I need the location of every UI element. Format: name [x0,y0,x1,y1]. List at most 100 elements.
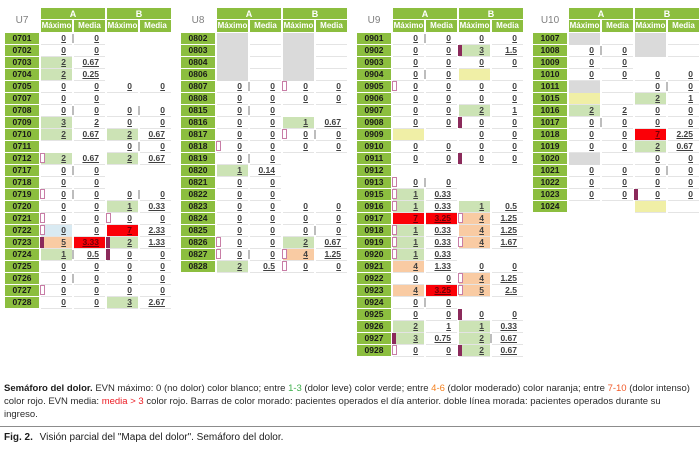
subheader-max: Máximo [41,20,72,33]
cell-a-max: 0 [217,81,250,93]
cell-value: 0 [270,81,275,91]
cell-value: 0.67 [82,153,99,163]
cell-a-media-empty [602,201,633,213]
cell-a-media: 0.5 [74,249,105,261]
cell-b-max-empty [283,177,314,189]
cell-a-media: 0 [74,105,105,117]
cell-a-media: 0 [74,225,105,237]
cell-value: 0 [655,69,660,79]
cell-value: 0.14 [258,165,275,175]
cell-b-max: 0 [283,141,314,153]
cell-value: 0.67 [324,237,341,247]
cell-value: 4 [479,225,484,235]
row-label: 0926 [357,321,391,333]
cell-a-max [217,45,248,57]
cell-value: 0 [237,237,242,247]
cell-a-media: 0 [250,141,281,153]
cell-a-media: 0 [426,45,457,57]
cell-b-media: 0 [140,261,171,273]
cell-b-max-empty [107,177,138,189]
row-label: 0802 [181,33,215,45]
cell-value: 0 [512,117,517,127]
cell-b-max-empty [283,105,314,117]
cell-b-media [316,57,347,69]
cell-a-media: 0 [250,93,281,105]
cell-a-media [426,129,457,141]
cell-a-media: 0.33 [426,237,457,249]
cell-b-max-empty [635,57,666,69]
cell-value: 0 [94,225,99,235]
row-label: 0711 [5,141,39,153]
cell-b-media: 0.67 [492,333,523,345]
cell-b-media: 0 [492,117,523,129]
cell-value: 0 [479,153,484,163]
marker-operated-during-admission [392,345,397,355]
cell-value: 2.67 [148,297,165,307]
marker-operated-during-admission [392,225,397,235]
cell-value: 0 [61,201,66,211]
cell-a-media: 0 [426,117,457,129]
cell-a-media: 0 [426,93,457,105]
cell-a-media: 0 [250,237,281,249]
cell-a-media: 0 [426,345,457,357]
cell-value: 0 [622,177,627,187]
row-label: 1019 [533,141,567,153]
cell-a-media: 0 [602,45,633,57]
cell-value: 0 [61,33,66,43]
cell-value: 0 [127,273,132,283]
cell-a-max: 0 [392,177,426,189]
cell-a-max-empty [393,165,424,177]
cell-b-media: 0 [316,261,347,273]
cell-b-media: 0 [492,141,523,153]
cell-b-media: 0 [316,213,347,225]
cell-b-media: 0 [668,69,699,81]
marker-operated-during-admission [458,273,463,283]
cell-a-media [602,153,633,165]
cell-b-max-empty [459,249,490,261]
cell-value: 0 [61,81,66,91]
cell-b-media: 0 [140,117,171,129]
cell-value: 0 [688,165,693,175]
cell-b-media: 0 [140,81,171,93]
cell-value: 0 [94,201,99,211]
cell-a-media: 0 [250,201,281,213]
row-label: 0726 [5,273,39,285]
cell-value: 2 [589,105,594,115]
row-label: 0920 [357,249,391,261]
cell-b-media: 0 [316,81,347,93]
cell-a-max [569,81,600,93]
column-group-a-header: A [569,8,633,20]
cell-value: 0 [61,165,66,175]
cell-value: 0 [688,105,693,115]
cell-a-max: 0 [41,165,74,177]
row-label: 0901 [357,33,391,45]
cell-a-max: 0 [217,213,248,225]
cell-value: 3.25 [434,285,451,295]
cell-a-media: 0 [250,189,281,201]
cell-b-media-empty [140,69,171,81]
cell-a-media: 2 [602,105,633,117]
cell-b-max: 2 [459,105,490,117]
subheader-media: Media [316,20,347,33]
subheader-media: Media [602,20,633,33]
cell-a-max: 0 [41,93,72,105]
row-label: 0902 [357,45,391,57]
cell-b-media: 0.33 [140,201,171,213]
cell-a-max: 2 [393,321,424,333]
cell-b-media: 0 [316,225,347,237]
cell-a-max: 0 [569,177,600,189]
cell-a-media [602,81,633,93]
cell-value: 0 [237,117,242,127]
cell-value: 2 [61,129,66,139]
cell-value: 4 [413,261,418,271]
pain-table-u9: U9 A B Máximo Media Máximo Media 0901 0 0 0 0 0902 0 0… [357,8,523,357]
cell-b-media: 1.33 [140,237,171,249]
cell-b-media [316,33,347,45]
cell-a-max: 0 [217,129,248,141]
cell-a-media: 0.67 [74,57,105,69]
cell-a-max: 0 [41,45,72,57]
cell-b-max: 2 [635,93,666,105]
cell-value: 0 [61,297,66,307]
cell-value: 0 [622,129,627,139]
cell-value: 0 [127,261,132,271]
